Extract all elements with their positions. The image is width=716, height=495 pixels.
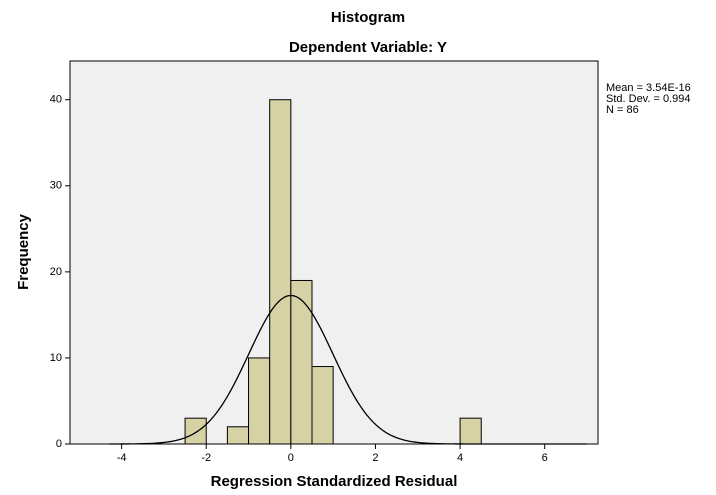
x-tick-label: 6 xyxy=(542,452,548,464)
y-tick-label: 30 xyxy=(50,180,62,192)
x-tick-label: -2 xyxy=(201,452,211,464)
bar xyxy=(290,279,313,445)
x-axis-label: Regression Standardized Residual xyxy=(211,473,458,490)
chart-title: Histogram xyxy=(331,9,405,26)
plot-border xyxy=(69,60,599,445)
x-tick-label: 4 xyxy=(457,452,463,464)
y-tick-label: 0 xyxy=(56,438,62,450)
bar xyxy=(248,357,271,445)
x-tick-label: 2 xyxy=(372,452,378,464)
bar xyxy=(184,417,207,445)
bar xyxy=(226,426,250,445)
bar xyxy=(459,417,482,445)
y-tick-label: 20 xyxy=(50,266,62,278)
y-tick-label: 10 xyxy=(50,352,62,364)
bar xyxy=(269,99,292,445)
bar xyxy=(311,366,334,445)
stat-mean: Mean = 3.54E-16 xyxy=(606,82,691,94)
y-axis-label: Frequency xyxy=(15,213,32,290)
chart-subtitle: Dependent Variable: Y xyxy=(289,39,447,56)
stat-n: N = 86 xyxy=(606,104,639,116)
x-tick-label: -4 xyxy=(117,452,127,464)
x-tick-label: 0 xyxy=(288,452,294,464)
stat-std: Std. Dev. = 0.994 xyxy=(606,93,691,105)
plot-background xyxy=(70,61,598,444)
y-tick-label: 40 xyxy=(50,94,62,106)
